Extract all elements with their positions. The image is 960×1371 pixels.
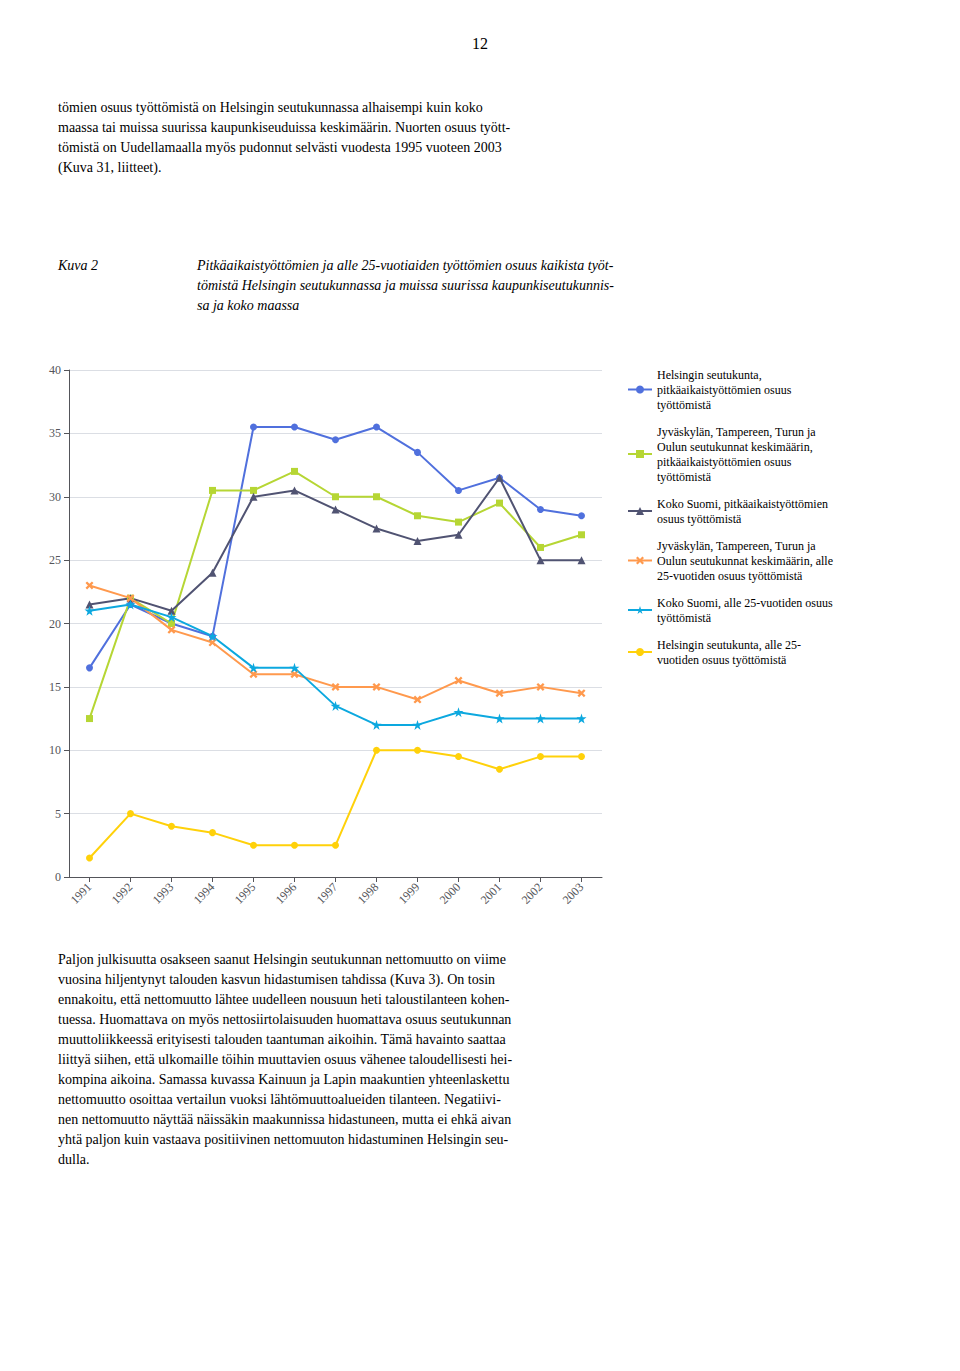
svg-text:Oulun seutukunnat keskimäärin,: Oulun seutukunnat keskimäärin, xyxy=(657,440,813,454)
svg-text:1992: 1992 xyxy=(109,880,136,907)
svg-text:5: 5 xyxy=(55,807,61,821)
svg-text:25-vuotiden osuus työttömistä: 25-vuotiden osuus työttömistä xyxy=(657,569,803,583)
svg-text:vuotiden osuus työttömistä: vuotiden osuus työttömistä xyxy=(657,653,787,667)
svg-text:tömistä on Uudellamaalla myös: tömistä on Uudellamaalla myös pudonnut s… xyxy=(58,140,502,155)
svg-text:työttömistä: työttömistä xyxy=(657,611,712,625)
svg-text:30: 30 xyxy=(49,490,61,504)
svg-text:1996: 1996 xyxy=(273,880,300,907)
svg-text:2001: 2001 xyxy=(478,880,505,907)
svg-text:(Kuva 31, liitteet).: (Kuva 31, liitteet). xyxy=(58,160,161,176)
svg-text:Oulun seutukunnat keskimäärin,: Oulun seutukunnat keskimäärin, alle xyxy=(657,554,833,568)
svg-text:liittyä siihen, että ulkomaill: liittyä siihen, että ulkomaille töihin m… xyxy=(58,1052,512,1067)
svg-text:yhtä paljon kuin vastaava posi: yhtä paljon kuin vastaava positiivinen n… xyxy=(58,1132,509,1147)
svg-text:1993: 1993 xyxy=(150,880,177,907)
svg-text:1991: 1991 xyxy=(68,880,95,907)
svg-text:vuosina hiljentynyt talouden k: vuosina hiljentynyt talouden kasvun hida… xyxy=(58,972,495,988)
svg-text:Jyväskylän, Tampereen, Turun j: Jyväskylän, Tampereen, Turun ja xyxy=(657,425,816,439)
svg-text:Pitkäaikaistyöttömien ja alle: Pitkäaikaistyöttömien ja alle 25-vuotiai… xyxy=(196,258,614,273)
svg-text:Helsingin seutukunta,: Helsingin seutukunta, xyxy=(657,368,762,382)
svg-text:osuus työttömistä: osuus työttömistä xyxy=(657,512,742,526)
svg-text:pitkäaikaistyöttömien osuus: pitkäaikaistyöttömien osuus xyxy=(657,455,792,469)
svg-text:1998: 1998 xyxy=(355,880,382,907)
svg-text:1997: 1997 xyxy=(314,880,341,907)
svg-text:Koko Suomi, alle 25-vuotiden o: Koko Suomi, alle 25-vuotiden osuus xyxy=(657,596,833,610)
svg-text:tömien osuus työttömistä on He: tömien osuus työttömistä on Helsingin se… xyxy=(58,100,483,115)
svg-text:0: 0 xyxy=(55,870,61,884)
svg-text:sa ja koko maassa: sa ja koko maassa xyxy=(197,298,299,313)
svg-text:2002: 2002 xyxy=(519,880,546,907)
svg-text:1994: 1994 xyxy=(191,880,218,907)
svg-text:Kuva 2: Kuva 2 xyxy=(57,258,98,273)
svg-text:Paljon julkisuutta osakseen sa: Paljon julkisuutta osakseen saanut Helsi… xyxy=(58,952,506,967)
svg-text:20: 20 xyxy=(49,617,61,631)
svg-text:kompina aikoina. Samassa kuvas: kompina aikoina. Samassa kuvassa Kainuun… xyxy=(58,1072,509,1087)
svg-text:ennakoitu, että nettomuutto lä: ennakoitu, että nettomuutto lähtee uudel… xyxy=(58,992,510,1007)
svg-text:dulla.: dulla. xyxy=(58,1152,90,1167)
svg-text:1995: 1995 xyxy=(232,880,259,907)
svg-text:10: 10 xyxy=(49,743,61,757)
svg-text:maassa tai muissa suurissa kau: maassa tai muissa suurissa kaupunkiseudu… xyxy=(58,120,511,135)
svg-text:40: 40 xyxy=(49,363,61,377)
svg-text:nettomuutto osoittaa vertailun: nettomuutto osoittaa vertailun vuoksi lä… xyxy=(58,1092,501,1107)
svg-text:15: 15 xyxy=(49,680,61,694)
svg-text:muuttoliikkeessä erityisesti t: muuttoliikkeessä erityisesti talouden ta… xyxy=(58,1032,506,1047)
svg-text:35: 35 xyxy=(49,426,61,440)
svg-text:2003: 2003 xyxy=(560,880,587,907)
svg-text:pitkäaikaistyöttömien osuus: pitkäaikaistyöttömien osuus xyxy=(657,383,792,397)
svg-text:tuessa. Huomattava on myös net: tuessa. Huomattava on myös nettosiirtola… xyxy=(58,1012,511,1027)
svg-text:Koko Suomi, pitkäaikaistyöttöm: Koko Suomi, pitkäaikaistyöttömien xyxy=(657,497,828,511)
svg-text:2000: 2000 xyxy=(437,880,464,907)
svg-text:työttömistä: työttömistä xyxy=(657,470,712,484)
svg-text:työttömistä: työttömistä xyxy=(657,398,712,412)
svg-text:12: 12 xyxy=(472,35,488,52)
svg-text:Jyväskylän, Tampereen, Turun j: Jyväskylän, Tampereen, Turun ja xyxy=(657,539,816,553)
svg-text:25: 25 xyxy=(49,553,61,567)
svg-text:nen nettomuutto näyttää näissä: nen nettomuutto näyttää näissäkin maakun… xyxy=(58,1112,511,1127)
svg-text:tömistä Helsingin seutukunnass: tömistä Helsingin seutukunnassa ja muiss… xyxy=(197,278,614,293)
svg-text:1999: 1999 xyxy=(396,880,423,907)
svg-text:Helsingin seutukunta, alle 25-: Helsingin seutukunta, alle 25- xyxy=(657,638,801,652)
